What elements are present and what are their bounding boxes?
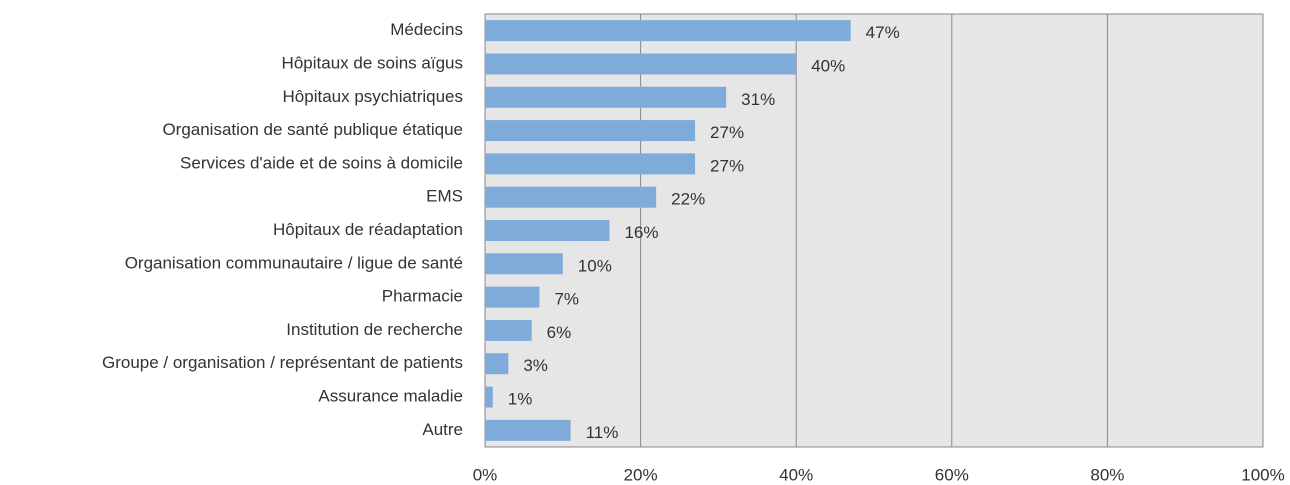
value-label: 27%	[710, 156, 744, 175]
bar	[485, 120, 696, 142]
value-label: 1%	[508, 390, 533, 409]
bar	[485, 86, 727, 108]
y-tick-label: Hôpitaux de soins aïgus	[282, 53, 463, 72]
bar	[485, 220, 610, 241]
bar	[485, 353, 509, 375]
value-label: 31%	[741, 90, 775, 109]
bar	[485, 419, 571, 441]
bar	[485, 20, 851, 42]
y-tick-label: Institution de recherche	[286, 320, 463, 339]
value-label: 7%	[554, 290, 579, 309]
value-label: 6%	[547, 323, 572, 342]
x-tick-label: 100%	[1241, 465, 1284, 484]
bar	[485, 53, 797, 75]
x-tick-label: 80%	[1090, 465, 1124, 484]
value-label: 40%	[811, 56, 845, 75]
y-tick-label: Hôpitaux psychiatriques	[283, 87, 463, 106]
plot-area	[484, 13, 1264, 448]
y-tick-label: Médecins	[390, 20, 463, 39]
bar	[485, 386, 493, 408]
value-label: 11%	[586, 423, 619, 442]
y-tick-label: EMS	[426, 187, 463, 206]
value-label: 16%	[624, 223, 658, 242]
y-tick-label: Organisation communautaire / ligue de sa…	[125, 253, 463, 272]
y-tick-label: Hôpitaux de réadaptation	[273, 220, 463, 239]
x-tick-label: 40%	[779, 465, 813, 484]
bar	[485, 253, 563, 275]
x-tick-label: 20%	[624, 465, 658, 484]
bar	[485, 319, 532, 341]
value-label: 22%	[671, 190, 705, 209]
x-tick-label: 60%	[935, 465, 969, 484]
bar	[485, 153, 696, 175]
y-tick-label: Services d'aide et de soins à domicile	[180, 153, 463, 172]
x-tick-label: 0%	[473, 465, 498, 484]
y-tick-label: Assurance maladie	[318, 387, 463, 406]
value-label: 47%	[866, 23, 900, 42]
value-label: 3%	[523, 356, 548, 375]
value-label: 10%	[578, 256, 612, 275]
y-tick-label: Autre	[422, 420, 463, 439]
y-tick-label: Pharmacie	[382, 287, 463, 306]
y-tick-label: Groupe / organisation / représentant de …	[102, 353, 463, 372]
value-label: 27%	[710, 123, 744, 142]
bar	[485, 186, 657, 208]
y-tick-label: Organisation de santé publique étatique	[162, 120, 463, 139]
bar	[485, 286, 540, 308]
